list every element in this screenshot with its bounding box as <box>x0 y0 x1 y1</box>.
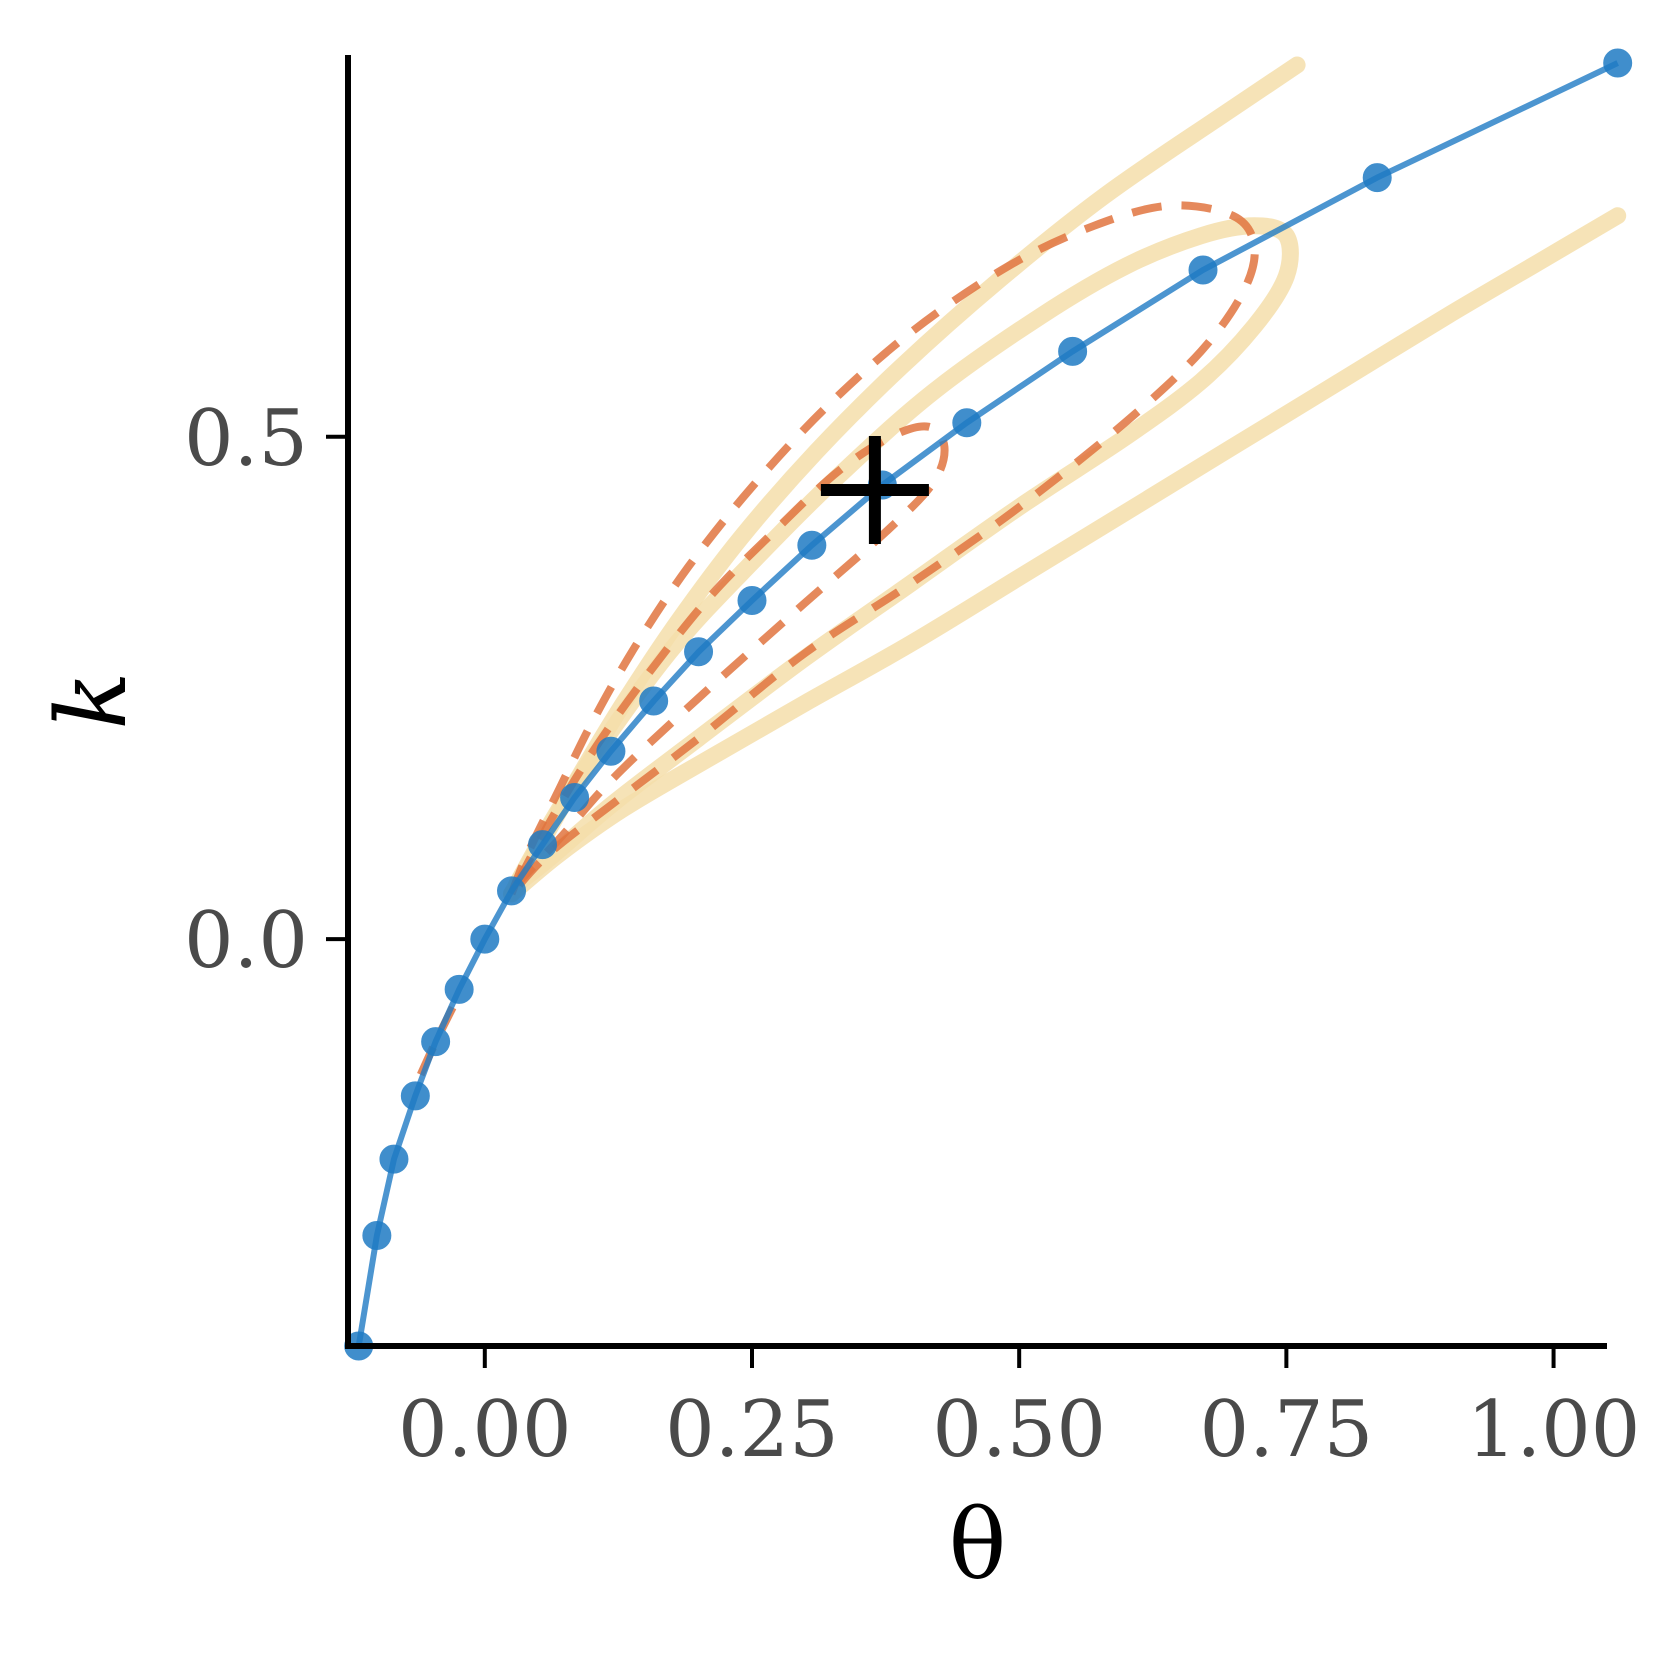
x-tick-label-2: 0.25 <box>665 1385 839 1475</box>
data-point-18 <box>1058 336 1088 366</box>
y-ticks: 0.0 0.5 <box>184 394 348 986</box>
main-series-line <box>355 60 1619 1347</box>
data-point-5 <box>421 1027 451 1057</box>
dashed-contour-2 <box>513 422 949 887</box>
data-point-9 <box>528 830 558 860</box>
data-point-3 <box>379 1144 409 1174</box>
plus-marker <box>820 436 929 545</box>
data-point-7 <box>470 924 500 954</box>
data-point-6 <box>444 974 474 1004</box>
data-point-20 <box>1362 163 1392 193</box>
data-point-8 <box>497 876 527 906</box>
x-tick-label-4: 0.75 <box>1200 1385 1374 1475</box>
x-tick-label-1: 0.00 <box>398 1385 572 1475</box>
annotation-layer <box>820 436 929 545</box>
data-point-19 <box>1188 255 1218 285</box>
data-point-4 <box>400 1081 430 1111</box>
data-point-2 <box>362 1220 392 1250</box>
data-point-17 <box>952 408 982 438</box>
y-axis-label: k <box>36 671 148 729</box>
data-point-10 <box>560 782 590 812</box>
y-tick-label-2: 0.5 <box>184 394 308 484</box>
band-curve-2 <box>503 207 1627 903</box>
x-ticks: 0.00 0.25 0.50 0.75 1.00 <box>398 1346 1640 1475</box>
axes: 0.00 0.25 0.50 0.75 1.00 0.0 0.5 θ k <box>36 55 1640 1601</box>
data-point-21 <box>1603 48 1633 78</box>
y-tick-label-1: 0.0 <box>184 896 308 986</box>
data-point-13 <box>684 637 714 667</box>
x-axis-label: θ <box>949 1489 1007 1601</box>
x-tick-label-3: 0.50 <box>932 1385 1106 1475</box>
main-series-layer <box>344 48 1633 1361</box>
x-tick-label-5: 1.00 <box>1467 1385 1641 1475</box>
data-point-12 <box>639 686 669 716</box>
data-point-11 <box>596 736 626 766</box>
band-layer <box>503 56 1627 903</box>
data-point-15 <box>797 530 827 560</box>
data-point-14 <box>737 586 767 616</box>
